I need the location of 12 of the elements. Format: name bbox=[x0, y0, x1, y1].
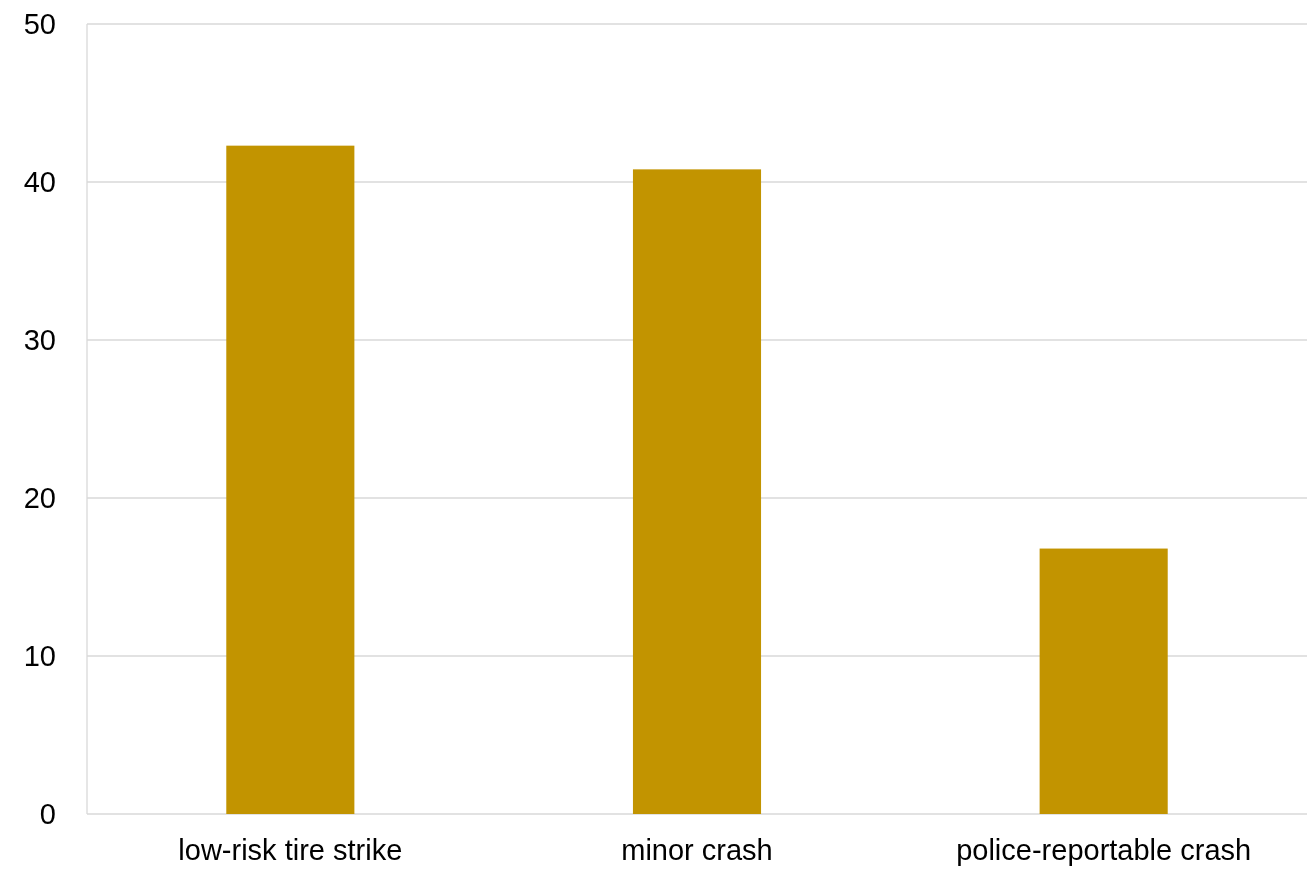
y-tick-label: 20 bbox=[23, 482, 56, 515]
y-tick-label: 0 bbox=[39, 798, 56, 831]
y-tick-label: 30 bbox=[23, 324, 56, 357]
bar bbox=[1039, 548, 1168, 814]
x-tick-label: police-reportable crash bbox=[956, 834, 1252, 866]
y-tick-label: 50 bbox=[23, 8, 56, 41]
x-tick-label: low-risk tire strike bbox=[178, 834, 403, 866]
x-tick-label: minor crash bbox=[621, 834, 773, 866]
bar bbox=[632, 169, 762, 814]
bar bbox=[226, 145, 355, 814]
y-tick-label: 10 bbox=[23, 640, 56, 673]
y-tick-label: 40 bbox=[23, 166, 56, 199]
